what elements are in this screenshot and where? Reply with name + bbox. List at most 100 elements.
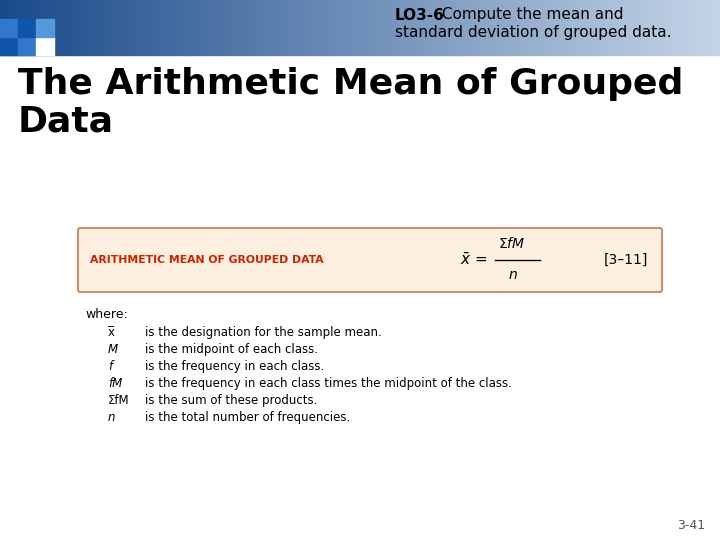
Bar xyxy=(61,0,65,55)
Bar xyxy=(220,0,223,55)
Text: fM: fM xyxy=(108,377,122,390)
Bar xyxy=(54,0,58,55)
Bar xyxy=(587,0,590,55)
Bar xyxy=(101,0,104,55)
Bar xyxy=(367,0,371,55)
Bar xyxy=(266,0,270,55)
Bar xyxy=(493,0,497,55)
Bar xyxy=(108,0,112,55)
Bar xyxy=(191,0,194,55)
Bar xyxy=(554,0,558,55)
Bar xyxy=(176,0,180,55)
Bar xyxy=(623,0,626,55)
Bar xyxy=(241,0,245,55)
Bar xyxy=(4,0,7,55)
Bar xyxy=(223,0,227,55)
Text: is the total number of frequencies.: is the total number of frequencies. xyxy=(145,411,350,424)
Bar xyxy=(0,37,18,55)
Bar xyxy=(356,0,360,55)
Bar xyxy=(115,0,119,55)
Bar xyxy=(562,0,565,55)
Bar xyxy=(439,0,443,55)
Bar xyxy=(576,0,580,55)
Bar xyxy=(709,0,713,55)
Bar xyxy=(641,0,644,55)
Bar xyxy=(94,0,97,55)
Bar xyxy=(306,0,310,55)
Bar xyxy=(187,0,191,55)
Bar xyxy=(702,0,706,55)
Bar xyxy=(140,0,144,55)
Bar xyxy=(594,0,598,55)
Bar xyxy=(32,0,36,55)
Bar xyxy=(565,0,569,55)
Bar xyxy=(166,0,169,55)
Bar xyxy=(644,0,648,55)
Text: Compute the mean and: Compute the mean and xyxy=(437,8,624,23)
Bar xyxy=(173,0,176,55)
Bar xyxy=(436,0,439,55)
Bar xyxy=(234,0,238,55)
Bar xyxy=(0,19,18,37)
Text: The Arithmetic Mean of Grouped: The Arithmetic Mean of Grouped xyxy=(18,67,683,101)
Bar xyxy=(626,0,630,55)
Bar xyxy=(14,0,18,55)
Bar xyxy=(450,0,454,55)
Bar xyxy=(526,0,529,55)
Bar xyxy=(479,0,482,55)
Bar xyxy=(403,0,407,55)
Bar xyxy=(410,0,414,55)
Text: [3–11]: [3–11] xyxy=(603,253,648,267)
Bar xyxy=(454,0,457,55)
Bar xyxy=(400,0,403,55)
Bar xyxy=(335,0,338,55)
Bar xyxy=(716,0,720,55)
Bar xyxy=(443,0,446,55)
Bar xyxy=(360,0,364,55)
Bar xyxy=(353,0,356,55)
Bar xyxy=(382,0,385,55)
Bar xyxy=(263,0,266,55)
Bar xyxy=(346,0,349,55)
Text: is the midpoint of each class.: is the midpoint of each class. xyxy=(145,343,318,356)
Bar xyxy=(342,0,346,55)
Bar xyxy=(281,0,284,55)
Bar xyxy=(320,0,324,55)
Bar xyxy=(662,0,666,55)
Bar xyxy=(572,0,576,55)
Bar xyxy=(205,0,209,55)
Bar xyxy=(259,0,263,55)
Bar xyxy=(50,0,54,55)
Text: ARITHMETIC MEAN OF GROUPED DATA: ARITHMETIC MEAN OF GROUPED DATA xyxy=(90,255,323,265)
Bar xyxy=(468,0,472,55)
Bar xyxy=(169,0,173,55)
Bar xyxy=(130,0,133,55)
Bar xyxy=(40,0,43,55)
Text: is the frequency in each class times the midpoint of the class.: is the frequency in each class times the… xyxy=(145,377,512,390)
Bar xyxy=(371,0,374,55)
Bar xyxy=(338,0,342,55)
Bar xyxy=(655,0,659,55)
Bar xyxy=(119,0,122,55)
Bar xyxy=(421,0,425,55)
Bar xyxy=(133,0,137,55)
Bar xyxy=(497,0,500,55)
Bar xyxy=(374,0,378,55)
Bar xyxy=(670,0,673,55)
Text: f: f xyxy=(108,360,112,373)
Text: $n$: $n$ xyxy=(508,268,518,282)
Bar xyxy=(36,37,54,55)
Bar xyxy=(90,0,94,55)
Bar xyxy=(18,0,22,55)
Bar xyxy=(47,0,50,55)
Bar xyxy=(706,0,709,55)
Bar xyxy=(180,0,184,55)
Text: $\Sigma fM$: $\Sigma fM$ xyxy=(498,236,526,251)
Bar xyxy=(425,0,428,55)
Bar xyxy=(486,0,490,55)
Bar xyxy=(666,0,670,55)
Bar xyxy=(684,0,688,55)
Bar xyxy=(634,0,637,55)
Bar xyxy=(490,0,493,55)
Bar xyxy=(659,0,662,55)
